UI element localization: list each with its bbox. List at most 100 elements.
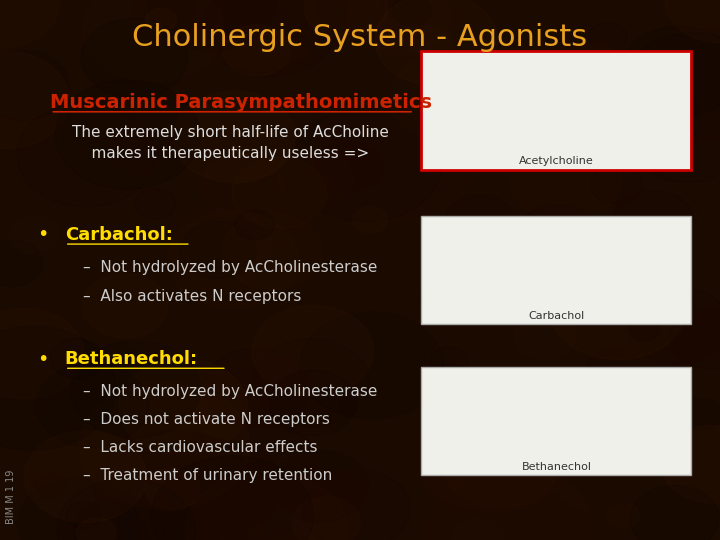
Circle shape [185, 471, 348, 540]
Circle shape [309, 96, 477, 222]
Text: Acetylcholine: Acetylcholine [519, 156, 594, 166]
Circle shape [24, 431, 147, 522]
Circle shape [95, 430, 253, 540]
Text: •: • [37, 225, 49, 245]
Circle shape [272, 144, 320, 180]
Circle shape [630, 485, 719, 540]
Circle shape [222, 25, 291, 76]
Circle shape [670, 307, 720, 369]
Circle shape [0, 50, 69, 120]
Circle shape [0, 51, 69, 148]
Circle shape [590, 165, 643, 204]
Circle shape [145, 9, 176, 31]
Circle shape [534, 30, 612, 89]
Circle shape [148, 0, 276, 51]
Circle shape [278, 148, 354, 206]
Circle shape [181, 221, 256, 279]
Circle shape [515, 205, 605, 272]
Circle shape [242, 471, 407, 540]
Circle shape [0, 0, 60, 49]
Circle shape [222, 214, 322, 289]
Text: –  Does not activate N receptors: – Does not activate N receptors [83, 412, 330, 427]
Bar [421, 216, 691, 324]
Circle shape [578, 73, 699, 164]
Text: The extremely short half-life of AcCholine
    makes it therapeutically useless : The extremely short half-life of AcCholi… [72, 125, 389, 161]
Circle shape [81, 273, 168, 338]
Circle shape [375, 0, 498, 86]
Circle shape [232, 157, 327, 228]
Text: BIM M 1 19: BIM M 1 19 [6, 470, 16, 524]
Bar [421, 367, 691, 475]
Circle shape [253, 339, 369, 427]
Text: –  Not hydrolyzed by AcCholinesterase: – Not hydrolyzed by AcCholinesterase [83, 260, 377, 275]
Circle shape [607, 503, 640, 528]
Circle shape [81, 18, 188, 98]
Circle shape [451, 518, 504, 540]
Circle shape [0, 180, 32, 222]
Text: Carbachol: Carbachol [528, 310, 585, 321]
Circle shape [50, 339, 104, 379]
Circle shape [194, 355, 338, 463]
Circle shape [151, 456, 313, 540]
Circle shape [624, 29, 720, 141]
Circle shape [665, 0, 720, 43]
Circle shape [173, 91, 295, 183]
Circle shape [252, 305, 374, 396]
Circle shape [302, 468, 410, 540]
Circle shape [171, 209, 273, 285]
Circle shape [546, 417, 677, 515]
Text: –  Not hydrolyzed by AcCholinesterase: – Not hydrolyzed by AcCholinesterase [83, 384, 377, 399]
Circle shape [156, 440, 283, 535]
Circle shape [430, 347, 468, 375]
Circle shape [235, 210, 274, 240]
Text: Bethanechol:: Bethanechol: [65, 350, 198, 368]
Circle shape [203, 348, 310, 428]
Circle shape [300, 312, 444, 420]
Circle shape [119, 469, 250, 540]
Circle shape [192, 0, 319, 71]
Circle shape [426, 333, 529, 410]
Circle shape [445, 195, 513, 246]
Circle shape [413, 392, 573, 512]
Circle shape [296, 0, 350, 23]
Text: –  Lacks cardiovascular effects: – Lacks cardiovascular effects [83, 440, 318, 455]
Circle shape [574, 64, 604, 86]
Circle shape [624, 33, 720, 135]
Circle shape [55, 80, 200, 189]
Circle shape [633, 101, 720, 183]
Circle shape [614, 191, 693, 250]
Circle shape [443, 421, 559, 508]
Circle shape [118, 358, 248, 455]
Circle shape [0, 326, 115, 450]
Circle shape [506, 45, 660, 160]
Circle shape [661, 426, 720, 503]
Circle shape [413, 70, 466, 110]
Circle shape [200, 154, 284, 218]
Circle shape [189, 208, 223, 233]
Circle shape [0, 240, 42, 287]
Circle shape [549, 257, 686, 360]
Circle shape [315, 141, 383, 192]
Circle shape [168, 211, 298, 309]
Circle shape [130, 472, 200, 525]
Circle shape [165, 418, 327, 539]
Circle shape [17, 478, 138, 540]
Circle shape [586, 349, 639, 389]
Circle shape [420, 271, 490, 325]
Circle shape [513, 312, 577, 360]
Circle shape [509, 137, 621, 221]
Circle shape [353, 207, 388, 233]
Circle shape [36, 363, 148, 447]
Text: Carbachol:: Carbachol: [65, 226, 173, 244]
Circle shape [147, 476, 264, 540]
Circle shape [623, 388, 654, 411]
Circle shape [35, 474, 66, 497]
Circle shape [145, 469, 200, 510]
Circle shape [305, 0, 387, 39]
Circle shape [220, 166, 381, 287]
Circle shape [629, 319, 660, 341]
Circle shape [57, 479, 196, 540]
Circle shape [261, 39, 310, 77]
Circle shape [474, 299, 528, 339]
Circle shape [426, 465, 594, 540]
